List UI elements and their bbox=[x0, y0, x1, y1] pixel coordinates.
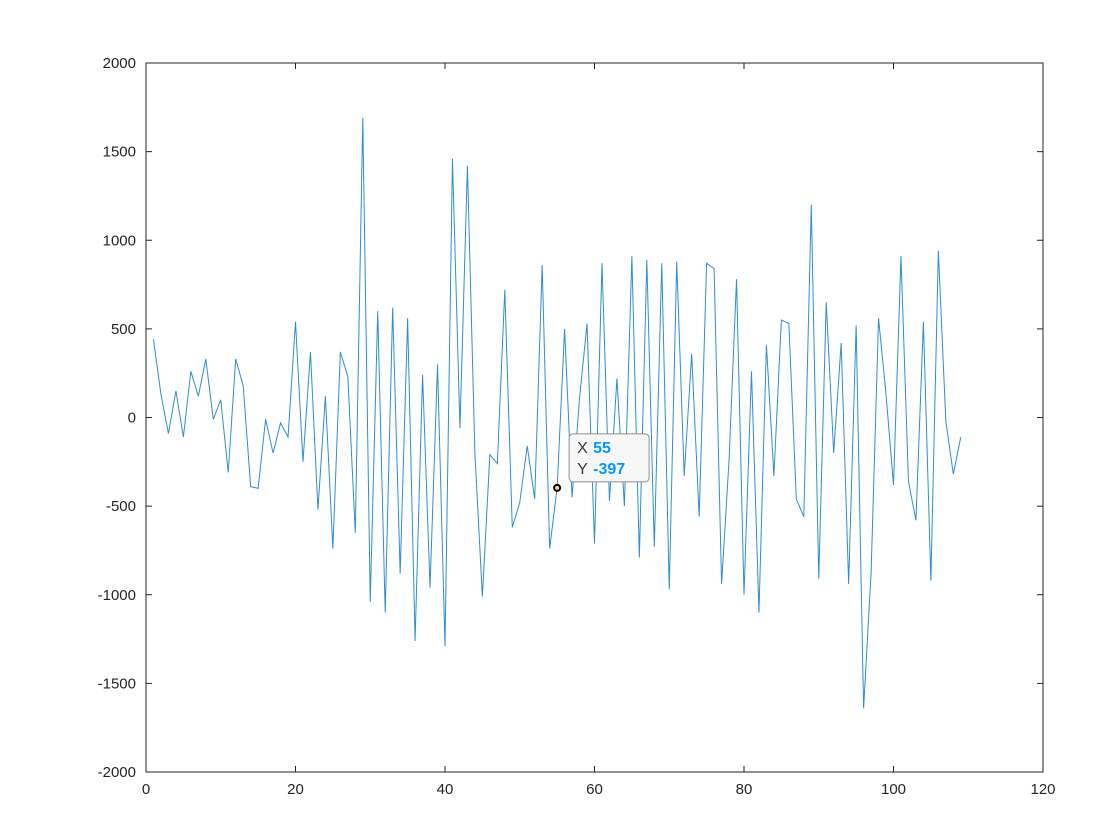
datatip-x-label: X bbox=[577, 440, 588, 457]
datatip-y-value: -397 bbox=[593, 461, 625, 478]
x-tick-label: 60 bbox=[586, 781, 603, 798]
y-tick-label: 2000 bbox=[103, 55, 136, 72]
datatip-marker-inner bbox=[555, 486, 559, 490]
y-tick-label: 1500 bbox=[103, 144, 136, 161]
line-chart[interactable]: 0 20 40 60 80 100 120 -2000 -1500 -1000 -500 0 500 10… bbox=[0, 0, 1120, 840]
chart-container: 0 20 40 60 80 100 120 -2000 -1500 -1000 -500 0 500 10… bbox=[0, 0, 1120, 840]
x-tick-label: 20 bbox=[287, 781, 304, 798]
y-tick-label: -500 bbox=[106, 498, 136, 515]
y-tick-label: -1500 bbox=[98, 675, 136, 692]
y-tick-label: 500 bbox=[111, 321, 136, 338]
y-tick-label: 1000 bbox=[103, 232, 136, 249]
y-tick-label: 0 bbox=[128, 410, 136, 427]
y-tick-label: -1000 bbox=[98, 587, 136, 604]
x-tick-label: 80 bbox=[736, 781, 753, 798]
x-tick-label: 120 bbox=[1030, 781, 1055, 798]
x-tick-label: 40 bbox=[437, 781, 454, 798]
plot-area[interactable] bbox=[146, 63, 1043, 772]
y-tick-label: -2000 bbox=[98, 764, 136, 781]
x-tick-label: 0 bbox=[142, 781, 150, 798]
x-tick-label: 100 bbox=[881, 781, 906, 798]
datatip-y-label: Y bbox=[577, 461, 588, 478]
datatip-x-value: 55 bbox=[593, 440, 611, 457]
